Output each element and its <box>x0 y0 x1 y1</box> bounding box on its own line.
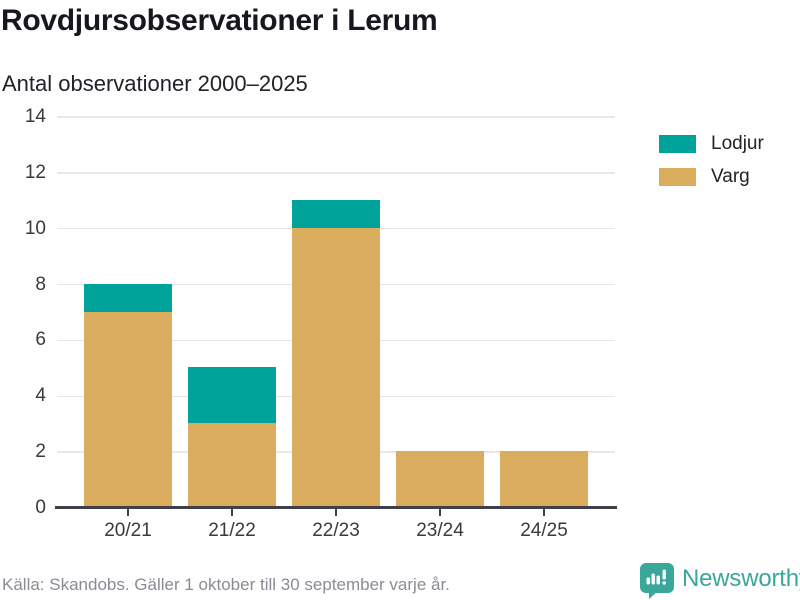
y-tick-label-10: 10 <box>24 217 46 239</box>
y-tick-label-14: 14 <box>24 106 46 127</box>
x-axis-line <box>55 506 617 509</box>
x-tick-label-23-24: 23/24 <box>416 520 464 541</box>
plot-area: 20/21 21/22 22/23 23/24 24/25 <box>55 116 617 541</box>
bar-segment-lodjur-21-22 <box>188 367 276 424</box>
legend-item-varg: Varg <box>659 166 764 188</box>
bar-segment-varg-21-22 <box>188 423 276 507</box>
bar-segment-varg-23-24 <box>396 451 484 507</box>
bar-segment-lodjur-22-23 <box>292 199 380 228</box>
bar-segment-varg-22-23 <box>292 227 380 507</box>
y-tick-label-4: 4 <box>35 385 46 407</box>
x-tick-label-20-21: 20/21 <box>104 520 152 541</box>
gridline-y14 <box>57 116 615 118</box>
newsworthy-logo[interactable]: Newsworthy <box>640 563 800 599</box>
gridline-y12 <box>57 172 615 174</box>
chart-subtitle: Antal observationer 2000–2025 <box>2 71 308 96</box>
x-tick-21-22 <box>231 509 233 516</box>
legend-swatch-varg <box>659 168 696 186</box>
legend-swatch-lodjur <box>659 135 696 153</box>
x-tick-label-21-22: 21/22 <box>208 520 256 541</box>
legend-item-lodjur: Lodjur <box>659 133 764 155</box>
y-tick-label-12: 12 <box>24 161 46 183</box>
legend-label-varg: Varg <box>711 166 750 187</box>
x-tick-label-22-23: 22/23 <box>312 520 360 541</box>
bar-segment-lodjur-20-21 <box>84 283 172 312</box>
legend: Lodjur Varg <box>659 133 764 188</box>
page-title: Rovdjursobservationer i Lerum <box>1 4 438 37</box>
y-axis-labels: 0 2 4 6 8 10 12 14 <box>0 107 46 518</box>
bar-segment-varg-20-21 <box>84 311 172 507</box>
legend-label-lodjur: Lodjur <box>711 133 764 154</box>
y-tick-label-6: 6 <box>35 329 46 351</box>
x-tick-24-25 <box>543 509 545 516</box>
x-tick-23-24 <box>439 509 441 516</box>
newsworthy-wordmark: Newsworthy <box>682 565 800 592</box>
x-tick-22-23 <box>335 509 337 516</box>
y-tick-label-8: 8 <box>35 273 46 295</box>
bar-segment-varg-24-25 <box>500 451 588 507</box>
source-note: Källa: Skandobs. Gäller 1 oktober till 3… <box>2 575 450 594</box>
y-tick-label-2: 2 <box>35 441 46 463</box>
x-tick-label-24-25: 24/25 <box>520 520 568 541</box>
newsworthy-chart-bubble-icon <box>640 563 674 599</box>
y-tick-label-0: 0 <box>35 497 46 518</box>
x-tick-20-21 <box>127 509 129 516</box>
